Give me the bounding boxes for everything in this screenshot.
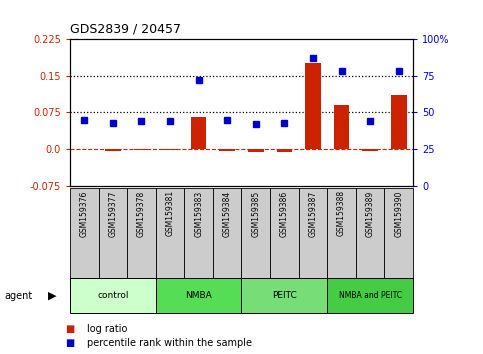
Bar	[391, 95, 407, 149]
Text: log ratio: log ratio	[87, 324, 128, 334]
Text: agent: agent	[5, 291, 33, 301]
Text: GSM159386: GSM159386	[280, 190, 289, 236]
Bar	[162, 149, 178, 150]
Text: GSM159390: GSM159390	[394, 190, 403, 237]
Bar	[270, 188, 298, 278]
Bar	[99, 188, 127, 278]
Bar	[156, 278, 242, 313]
Bar	[213, 188, 242, 278]
Bar	[327, 278, 413, 313]
Bar	[327, 188, 356, 278]
Bar	[242, 278, 327, 313]
Bar	[70, 188, 99, 278]
Bar	[242, 188, 270, 278]
Bar	[105, 149, 121, 150]
Text: ■: ■	[65, 338, 74, 348]
Text: ▶: ▶	[48, 291, 57, 301]
Text: control: control	[97, 291, 128, 300]
Text: GSM159383: GSM159383	[194, 190, 203, 236]
Bar	[248, 149, 264, 152]
Text: GSM159381: GSM159381	[166, 190, 174, 236]
Text: GSM159377: GSM159377	[108, 190, 117, 237]
Text: ■: ■	[65, 324, 74, 334]
Text: percentile rank within the sample: percentile rank within the sample	[87, 338, 252, 348]
Bar	[156, 188, 185, 278]
Text: NMBA and PEITC: NMBA and PEITC	[339, 291, 401, 300]
Bar	[127, 188, 156, 278]
Bar	[185, 188, 213, 278]
Bar	[219, 149, 235, 150]
Text: GSM159385: GSM159385	[251, 190, 260, 236]
Bar	[70, 278, 156, 313]
Bar	[191, 117, 207, 149]
Text: GDS2839 / 20457: GDS2839 / 20457	[70, 22, 181, 35]
Text: PEITC: PEITC	[272, 291, 297, 300]
Bar	[362, 149, 378, 150]
Text: GSM159388: GSM159388	[337, 190, 346, 236]
Bar	[384, 188, 413, 278]
Text: GSM159387: GSM159387	[309, 190, 317, 236]
Bar	[134, 149, 149, 150]
Text: NMBA: NMBA	[185, 291, 212, 300]
Text: GSM159384: GSM159384	[223, 190, 232, 236]
Bar	[356, 188, 384, 278]
Bar	[334, 105, 349, 149]
Bar	[276, 149, 292, 152]
Text: GSM159376: GSM159376	[80, 190, 89, 237]
Bar	[305, 63, 321, 149]
Text: GSM159378: GSM159378	[137, 190, 146, 236]
Text: GSM159389: GSM159389	[366, 190, 375, 236]
Bar	[298, 188, 327, 278]
